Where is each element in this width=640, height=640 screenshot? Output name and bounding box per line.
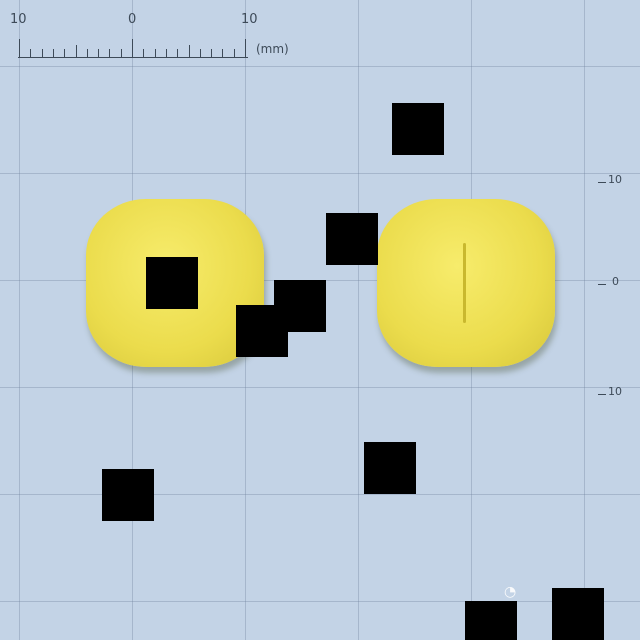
redaction-square [146, 257, 198, 309]
ruler-tick [188, 45, 190, 57]
watermark-logo: ◔ [504, 584, 517, 600]
ruler-tick [143, 49, 145, 57]
redaction-square [326, 213, 378, 265]
redaction-square [392, 103, 444, 155]
ruler-label-left: 10 [10, 12, 27, 27]
ruler-tick [132, 39, 133, 57]
ruler-baseline [18, 57, 248, 58]
ruler-tick [30, 49, 32, 57]
ruler-unit: (mm) [256, 42, 289, 56]
ruler-tick [245, 39, 246, 57]
side-tick-top [598, 182, 606, 183]
redaction-square [364, 442, 416, 494]
redaction-square [465, 601, 517, 640]
ruler-tick [19, 39, 20, 57]
ruler-label-right: 10 [241, 12, 258, 27]
side-label-zero: 0 [612, 275, 619, 288]
side-label-bottom: 10 [608, 385, 622, 398]
redaction-square [102, 469, 154, 521]
side-tick-bottom [598, 394, 606, 395]
side-label-top: 10 [608, 173, 622, 186]
ruler-tick [211, 49, 213, 57]
ruler-tick [109, 49, 111, 57]
side-tick-zero [598, 284, 606, 285]
redaction-square [552, 588, 604, 640]
ruler-tick [165, 49, 167, 57]
ruler-label-zero: 0 [128, 12, 137, 27]
ruler-tick [41, 49, 43, 57]
tablet-right [377, 199, 555, 367]
ruler-tick [120, 49, 122, 57]
ruler-tick [52, 49, 54, 57]
ruler-tick [64, 49, 66, 57]
ruler-tick [75, 45, 77, 57]
ruler-tick [98, 49, 100, 57]
ruler-tick [177, 49, 179, 57]
ruler-tick [233, 49, 235, 57]
redaction-square [236, 305, 288, 357]
ruler-tick [154, 49, 156, 57]
ruler-tick [222, 49, 224, 57]
tablet-score-line [463, 243, 466, 323]
ruler-tick [86, 49, 88, 57]
ruler-tick [199, 49, 201, 57]
